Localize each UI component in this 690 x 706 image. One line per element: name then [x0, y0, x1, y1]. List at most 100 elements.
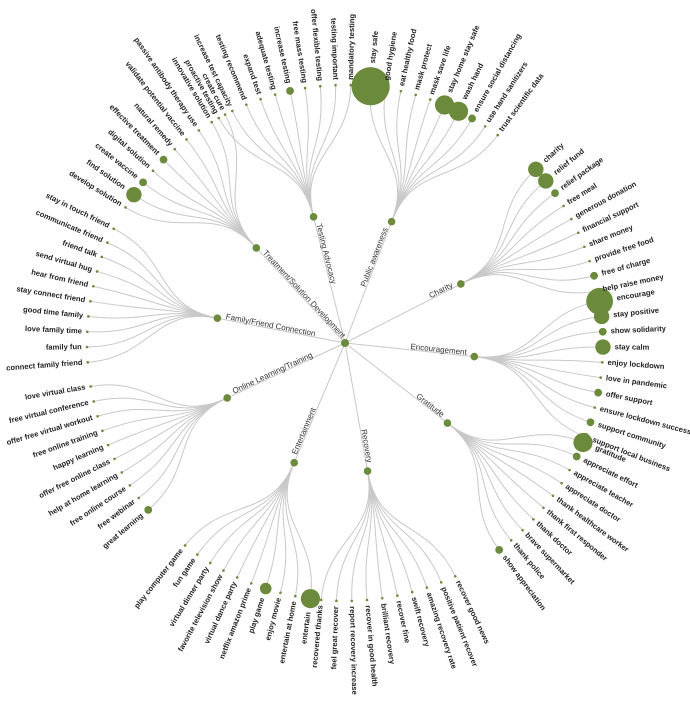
link-testing-recommend — [245, 104, 315, 217]
link-recover-good-news — [367, 470, 456, 577]
leaf-label-good-time-family: good time family — [23, 305, 85, 320]
leaf-node-offer-free-online-class — [113, 457, 116, 461]
leaf-node-recover-fine — [396, 594, 399, 597]
link-trust-scientific-data — [391, 134, 499, 222]
leaf-node-virtual-dance-party — [235, 576, 239, 579]
leaf-node-free-online-training — [101, 429, 104, 433]
link-appreciate-effort — [447, 422, 577, 457]
leaf-node-fun-game — [196, 553, 199, 556]
leaf-node-stay-positive — [593, 308, 610, 325]
leaf-node-gratitude — [573, 432, 593, 453]
leaf-node-friend-talk — [100, 255, 104, 259]
leaf-node-play-computer-game — [183, 544, 187, 547]
leaf-node-natural-remedy — [173, 147, 177, 151]
leaf-node-recovered-thanks — [319, 598, 323, 602]
link-root-testing-advocacy — [313, 216, 346, 344]
leaf-node-testing-recommend — [244, 103, 248, 106]
link-support-local-business — [474, 356, 586, 438]
leaf-node-send-virtual-hug — [95, 270, 99, 273]
link-virtual-dinner-party — [209, 462, 295, 564]
link-relief-package — [460, 192, 556, 285]
leaf-label-love-family-time: love family time — [25, 324, 82, 335]
leaf-node-family-fun — [85, 345, 89, 349]
link-root-recovery — [344, 342, 369, 472]
category-node-online-learning-training — [223, 394, 231, 402]
category-label-recovery: Recovery — [359, 428, 374, 463]
link-expand-test — [260, 99, 315, 217]
link-recovered-thanks — [320, 470, 370, 600]
link-eat-healthy-food — [391, 91, 402, 222]
leaf-node-mandatory-testing — [349, 83, 353, 87]
link-show-appreciation — [447, 422, 500, 551]
leaf-node-eat-healthy-food — [399, 89, 403, 93]
leaf-node-trust-scientific-data — [496, 133, 500, 137]
leaf-node-support-community — [586, 418, 595, 427]
link-root-charity — [344, 283, 462, 344]
leaf-node-generous-donation — [570, 217, 573, 221]
category-node-entertainment — [290, 458, 299, 467]
leaf-label-love-virtual-class: love virtual class — [24, 382, 86, 401]
leaf-node-brave-supermarket — [521, 528, 524, 532]
leaf-node-help-at-home-learning — [120, 471, 124, 474]
leaf-node-hear-from-friend — [92, 284, 95, 288]
link-share-money — [460, 246, 585, 285]
link-root-family-friend-connection — [217, 317, 346, 344]
link-brave-supermarket — [447, 422, 523, 531]
leaf-label-recover-fine: recover fine — [394, 600, 412, 644]
link-help-raise-money — [460, 274, 598, 294]
category-node-encouragement — [470, 352, 479, 361]
leaf-node-love-in-pandemic — [599, 376, 602, 379]
leaf-node-ensure-lockdown-success — [593, 406, 597, 409]
leaf-label-enjoy-lockdown: enjoy lockdown — [607, 358, 665, 371]
leaf-node-play-game — [259, 582, 272, 595]
link-ensure-lockdown-success — [474, 356, 595, 409]
leaf-label-stay-connect-friend: stay connect friend — [16, 284, 87, 304]
link-entertain — [286, 462, 312, 599]
leaf-node-validate-potential-vaccine — [185, 138, 188, 141]
leaf-node-stay-calm — [595, 339, 611, 355]
leaf-node-create-cure — [223, 113, 227, 116]
leaf-label-friend-talk: friend talk — [61, 238, 99, 259]
category-label-gratitude: Gratitude — [415, 392, 447, 420]
leaf-node-virtual-dinner-party — [208, 561, 212, 565]
leaf-node-free-of-charge — [590, 271, 598, 280]
link-report-recovery-increase — [351, 470, 371, 601]
link-root-gratitude — [344, 342, 448, 424]
leaf-node-digital-solution — [151, 169, 155, 172]
link-digital-solution — [152, 170, 257, 249]
link-proactive-testing — [218, 117, 315, 217]
link-show-solidarity — [474, 331, 603, 359]
leaf-node-mask-save-life — [428, 98, 432, 101]
leaf-node-connect-family-friend — [86, 361, 90, 364]
leaf-label-mandatory-testing: mandatory testing — [346, 13, 356, 79]
leaf-node-entertain — [300, 589, 321, 609]
link-free-meal — [460, 205, 564, 285]
leaf-node-amazing-recovery-rate — [425, 586, 429, 589]
leaf-node-free-virtual-conference — [92, 400, 96, 403]
leaf-label-testing-important: testing important — [329, 18, 340, 81]
leaf-node-show-appreciation — [495, 545, 504, 554]
category-label-encouragement: Encouragement — [410, 342, 468, 357]
leaf-node-adequate-testing — [273, 93, 277, 96]
category-label-testing-advocacy: Testing Advocacy — [314, 223, 338, 285]
leaf-node-free-meal — [562, 204, 565, 208]
leaf-label-stay-positive: stay positive — [613, 306, 660, 320]
link-free-online-training — [102, 397, 228, 432]
leaf-node-communicate-friend — [106, 241, 109, 244]
leaf-node-good-hygiene — [381, 84, 390, 93]
leaf-node-offer-flexible-testing — [318, 84, 322, 88]
link-develop-solution — [125, 207, 257, 249]
leaf-label-connect-family-friend: connect family friend — [6, 358, 83, 373]
leaf-node-relief-package — [551, 189, 559, 198]
link-good-hygiene — [383, 88, 400, 222]
link-family-fun — [87, 315, 218, 348]
link-relief-fund — [460, 180, 547, 285]
leaf-node-ensure-social-distancing — [468, 114, 476, 123]
leaf-node-recover-good-news — [453, 574, 457, 578]
leaf-node-free-webinar — [137, 496, 140, 500]
category-label-online-learning-training: Online Learning/Training — [231, 351, 314, 396]
link-love-virtual-class — [90, 384, 228, 407]
link-stay-safe — [369, 86, 399, 222]
